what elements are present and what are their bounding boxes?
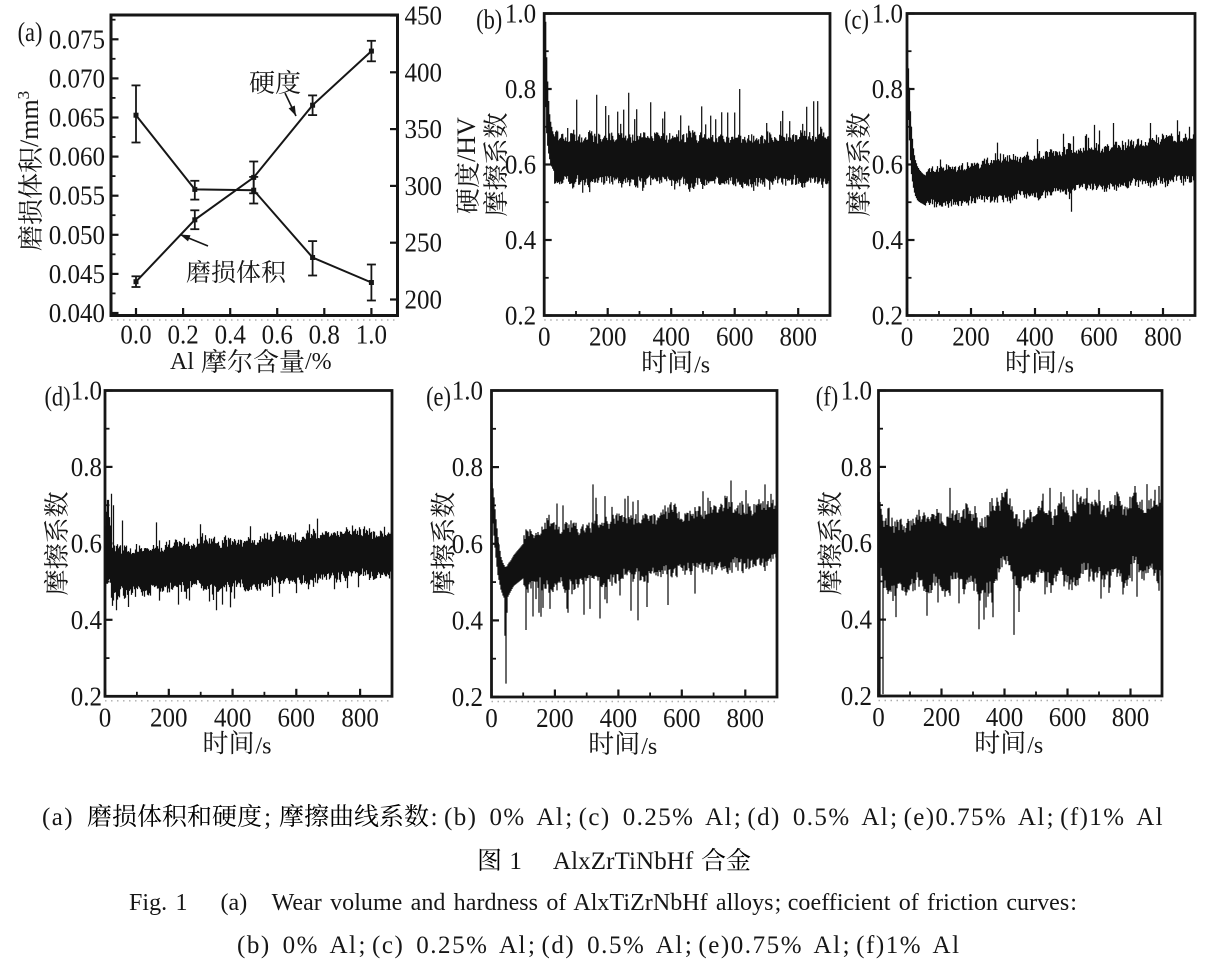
svg-text:200: 200	[952, 321, 990, 351]
svg-text:200: 200	[589, 321, 627, 351]
svg-text:0.4: 0.4	[505, 225, 536, 255]
svg-text:0.055: 0.055	[49, 181, 105, 211]
svg-text:200: 200	[536, 703, 574, 733]
svg-text:0.2: 0.2	[872, 300, 903, 330]
svg-text:0.6: 0.6	[841, 528, 872, 558]
svg-text:0.2: 0.2	[452, 682, 483, 712]
svg-text:400: 400	[986, 702, 1024, 732]
svg-text:800: 800	[341, 702, 379, 732]
svg-text:200: 200	[150, 702, 188, 732]
svg-text:400: 400	[652, 321, 690, 351]
svg-text:200: 200	[405, 284, 443, 314]
svg-text:/HV: /HV	[452, 117, 481, 162]
svg-text:1.0: 1.0	[356, 319, 387, 349]
svg-text:0.8: 0.8	[452, 452, 483, 482]
svg-text:0.050: 0.050	[49, 220, 105, 250]
svg-text:0.4: 0.4	[452, 605, 483, 635]
svg-text:0.2: 0.2	[505, 300, 536, 330]
svg-text:800: 800	[1112, 702, 1150, 732]
svg-text:(f): (f)	[816, 383, 838, 412]
svg-text:250: 250	[405, 228, 443, 258]
svg-text:450: 450	[405, 0, 443, 30]
svg-text:0.4: 0.4	[841, 605, 872, 635]
svg-text:0.4: 0.4	[71, 605, 102, 635]
svg-text:1.0: 1.0	[71, 375, 102, 405]
svg-text:0.075: 0.075	[49, 24, 105, 54]
svg-text:0.6: 0.6	[71, 528, 102, 558]
svg-text:/s: /s	[256, 733, 272, 759]
svg-text:Al: Al	[170, 349, 194, 375]
svg-text:0.4: 0.4	[872, 225, 903, 255]
svg-text:0: 0	[872, 702, 885, 732]
svg-text:0.060: 0.060	[49, 142, 105, 172]
svg-text:(d): (d)	[44, 383, 70, 412]
svg-text:/%: /%	[305, 349, 332, 375]
svg-text:600: 600	[663, 703, 701, 733]
svg-text:(a): (a)	[18, 18, 43, 47]
svg-text:(c): (c)	[844, 6, 869, 35]
svg-text:0.6: 0.6	[872, 149, 903, 179]
svg-text:1.0: 1.0	[872, 0, 903, 29]
svg-text:0.8: 0.8	[71, 452, 102, 482]
svg-text:0.0: 0.0	[120, 319, 151, 349]
svg-text:400: 400	[214, 702, 252, 732]
svg-text:0.4: 0.4	[215, 319, 246, 349]
svg-text:(b): (b)	[476, 6, 502, 35]
svg-text:0.6: 0.6	[505, 149, 536, 179]
svg-text:0.6: 0.6	[452, 529, 483, 559]
svg-text:0: 0	[901, 321, 914, 351]
svg-text:1.0: 1.0	[452, 375, 483, 405]
svg-text:0.2: 0.2	[167, 319, 198, 349]
svg-text:(e): (e)	[426, 383, 451, 412]
svg-text:0.070: 0.070	[49, 63, 105, 93]
svg-text:800: 800	[1144, 321, 1182, 351]
svg-text:0.8: 0.8	[309, 319, 340, 349]
svg-text:0.2: 0.2	[841, 681, 872, 711]
svg-text:0.8: 0.8	[505, 74, 536, 104]
svg-text:0: 0	[99, 702, 112, 732]
svg-text:1.0: 1.0	[841, 375, 872, 405]
svg-text:300: 300	[405, 171, 443, 201]
svg-text:600: 600	[716, 321, 754, 351]
svg-text:0.065: 0.065	[49, 102, 105, 132]
svg-text:600: 600	[1080, 321, 1118, 351]
svg-text:1.0: 1.0	[505, 0, 536, 29]
svg-text:/s: /s	[1058, 353, 1074, 379]
svg-text:/s: /s	[641, 734, 657, 760]
svg-text:0.6: 0.6	[262, 319, 293, 349]
svg-text:800: 800	[727, 703, 765, 733]
svg-text:800: 800	[779, 321, 817, 351]
svg-text:600: 600	[1049, 702, 1087, 732]
svg-text:350: 350	[405, 114, 443, 144]
svg-text:400: 400	[1016, 321, 1054, 351]
svg-text:0: 0	[538, 321, 551, 351]
svg-text:0: 0	[485, 703, 498, 733]
svg-text:200: 200	[923, 702, 961, 732]
svg-text:400: 400	[405, 57, 443, 87]
svg-text:0.8: 0.8	[841, 452, 872, 482]
svg-text:0.2: 0.2	[71, 681, 102, 711]
svg-text:0.040: 0.040	[49, 298, 105, 328]
svg-text:/s: /s	[1027, 733, 1043, 759]
svg-text:/s: /s	[694, 353, 710, 379]
svg-text:400: 400	[600, 703, 638, 733]
svg-text:/mm3: /mm3	[14, 91, 44, 147]
svg-text:0.045: 0.045	[49, 259, 105, 289]
svg-text:0.8: 0.8	[872, 74, 903, 104]
svg-text:600: 600	[278, 702, 316, 732]
